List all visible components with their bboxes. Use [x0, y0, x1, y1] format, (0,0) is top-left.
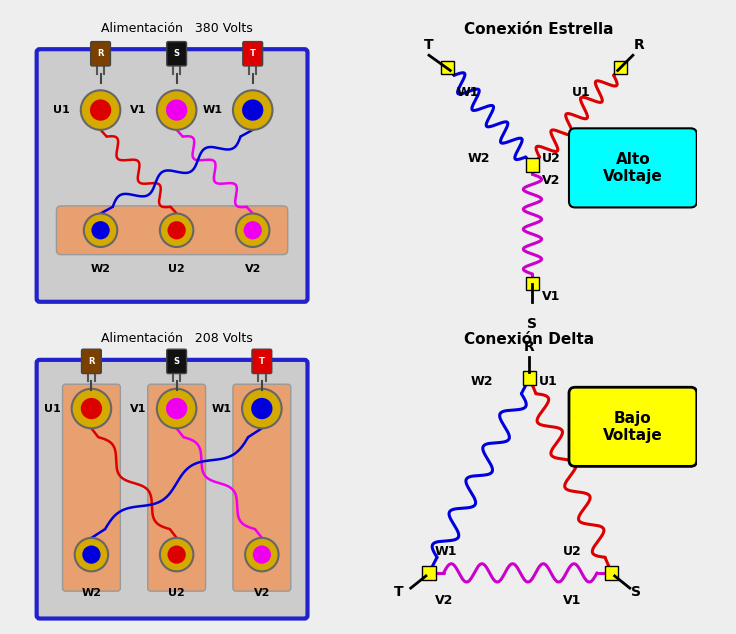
- Circle shape: [233, 90, 272, 130]
- Text: U1: U1: [572, 86, 591, 99]
- Text: W2: W2: [91, 264, 110, 274]
- Bar: [441, 61, 454, 74]
- Text: Alimentación   380 Volts: Alimentación 380 Volts: [101, 22, 252, 35]
- Text: Alto
Voltaje: Alto Voltaje: [603, 152, 662, 184]
- Text: Bajo
Voltaje: Bajo Voltaje: [603, 411, 662, 443]
- Circle shape: [90, 100, 111, 120]
- Circle shape: [82, 545, 101, 564]
- Text: W1: W1: [211, 404, 231, 413]
- Bar: [526, 158, 539, 172]
- Circle shape: [160, 214, 194, 247]
- FancyBboxPatch shape: [569, 128, 697, 207]
- FancyBboxPatch shape: [167, 42, 186, 66]
- Text: U2: U2: [563, 545, 581, 558]
- Circle shape: [71, 389, 111, 429]
- Text: W1: W1: [435, 545, 458, 558]
- Bar: [523, 372, 536, 385]
- FancyBboxPatch shape: [569, 387, 697, 467]
- Circle shape: [160, 538, 194, 571]
- Text: S: S: [528, 317, 537, 331]
- Circle shape: [81, 398, 102, 419]
- Text: W1: W1: [456, 86, 479, 99]
- Text: V1: V1: [130, 404, 146, 413]
- Text: Alimentación   208 Volts: Alimentación 208 Volts: [101, 332, 252, 346]
- Text: R: R: [524, 340, 535, 354]
- Circle shape: [236, 214, 269, 247]
- Circle shape: [157, 90, 197, 130]
- FancyBboxPatch shape: [148, 384, 205, 591]
- Text: V1: V1: [542, 290, 560, 302]
- Circle shape: [242, 389, 282, 429]
- Circle shape: [252, 545, 271, 564]
- FancyBboxPatch shape: [57, 206, 288, 255]
- FancyBboxPatch shape: [167, 349, 186, 373]
- Text: Conexión Delta: Conexión Delta: [464, 332, 595, 347]
- Circle shape: [81, 90, 121, 130]
- Circle shape: [245, 538, 279, 571]
- Text: V2: V2: [244, 264, 261, 274]
- Text: U1: U1: [54, 105, 70, 115]
- FancyBboxPatch shape: [243, 42, 263, 66]
- Text: V1: V1: [130, 105, 146, 115]
- Text: W2: W2: [470, 375, 493, 387]
- Text: U2: U2: [542, 152, 560, 165]
- Text: S: S: [174, 357, 180, 366]
- Circle shape: [244, 221, 262, 240]
- FancyBboxPatch shape: [91, 42, 110, 66]
- Circle shape: [168, 221, 185, 240]
- Bar: [422, 566, 436, 579]
- Text: R: R: [88, 357, 95, 366]
- Text: W1: W1: [202, 105, 222, 115]
- Text: R: R: [97, 49, 104, 58]
- Text: Conexión Estrella: Conexión Estrella: [464, 22, 613, 37]
- FancyBboxPatch shape: [37, 360, 308, 619]
- Text: T: T: [250, 49, 255, 58]
- Text: U1: U1: [539, 375, 557, 387]
- Text: V1: V1: [563, 594, 581, 607]
- Circle shape: [84, 214, 117, 247]
- FancyBboxPatch shape: [252, 349, 272, 373]
- Circle shape: [166, 398, 187, 419]
- Bar: [526, 277, 539, 290]
- Text: U2: U2: [169, 588, 185, 598]
- Bar: [605, 566, 618, 579]
- Text: W2: W2: [467, 152, 490, 165]
- Text: V2: V2: [254, 588, 270, 598]
- Bar: [614, 61, 627, 74]
- Text: T: T: [424, 38, 434, 52]
- FancyBboxPatch shape: [82, 349, 102, 373]
- Text: R: R: [634, 38, 644, 52]
- FancyBboxPatch shape: [37, 49, 308, 302]
- Text: T: T: [259, 357, 265, 366]
- Circle shape: [91, 221, 110, 240]
- Circle shape: [166, 100, 187, 120]
- FancyBboxPatch shape: [63, 384, 121, 591]
- Text: V2: V2: [542, 174, 560, 186]
- Circle shape: [251, 398, 272, 419]
- Text: U1: U1: [44, 404, 61, 413]
- Text: U2: U2: [169, 264, 185, 274]
- Text: T: T: [394, 585, 403, 599]
- Text: S: S: [174, 49, 180, 58]
- Text: V2: V2: [435, 594, 453, 607]
- FancyBboxPatch shape: [233, 384, 291, 591]
- Circle shape: [242, 100, 263, 120]
- Text: S: S: [631, 585, 641, 599]
- Text: W2: W2: [82, 588, 102, 598]
- Circle shape: [157, 389, 197, 429]
- Circle shape: [168, 545, 185, 564]
- Circle shape: [74, 538, 108, 571]
